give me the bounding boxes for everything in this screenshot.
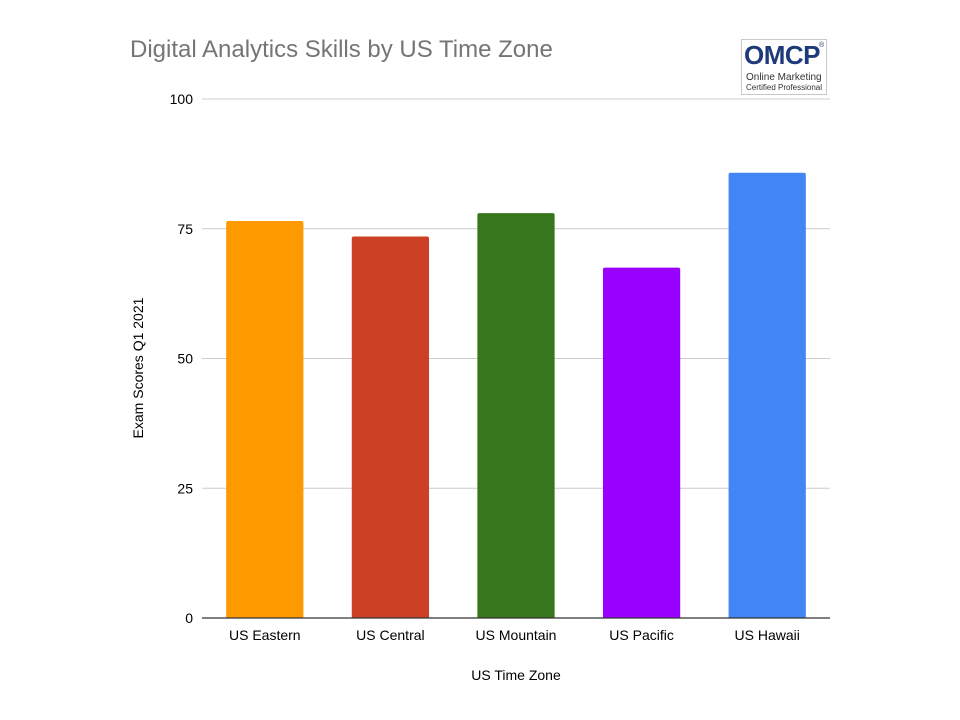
y-tick-label: 0: [185, 610, 193, 626]
x-axis-title: US Time Zone: [471, 667, 561, 683]
bar-us-hawaii: [728, 172, 806, 618]
bar-us-mountain: [477, 213, 555, 618]
x-tick-label: US Mountain: [476, 627, 557, 643]
bar-us-eastern: [226, 220, 304, 618]
logo-tagline-line1: Online Marketing: [746, 72, 822, 83]
y-tick-label: 50: [177, 351, 193, 367]
bar-us-pacific: [602, 267, 681, 618]
logo-tagline-line2: Certified Professional: [746, 83, 823, 92]
chart-title: Digital Analytics Skills by US Time Zone: [130, 36, 553, 63]
y-axis-title: Exam Scores Q1 2021: [130, 297, 146, 438]
x-tick-label: US Pacific: [609, 627, 674, 643]
bar-us-central: [351, 236, 430, 618]
logo-mark: OMCP: [744, 40, 821, 70]
omcp-logo: OMCP ® Online Marketing Certified Profes…: [741, 39, 827, 95]
x-tick-label: US Hawaii: [735, 627, 800, 643]
y-tick-label: 100: [170, 91, 194, 107]
x-axis-ticks: US Eastern US Central US Mountain US Pacifi…: [229, 627, 800, 643]
bars: [226, 172, 806, 618]
x-tick-label: US Eastern: [229, 627, 301, 643]
y-tick-label: 25: [177, 480, 193, 496]
y-tick-label: 75: [177, 221, 193, 237]
y-axis-ticks: 0 25 50 75 100: [170, 91, 194, 626]
logo-registered-mark: ®: [819, 42, 825, 49]
x-tick-label: US Central: [356, 627, 424, 643]
